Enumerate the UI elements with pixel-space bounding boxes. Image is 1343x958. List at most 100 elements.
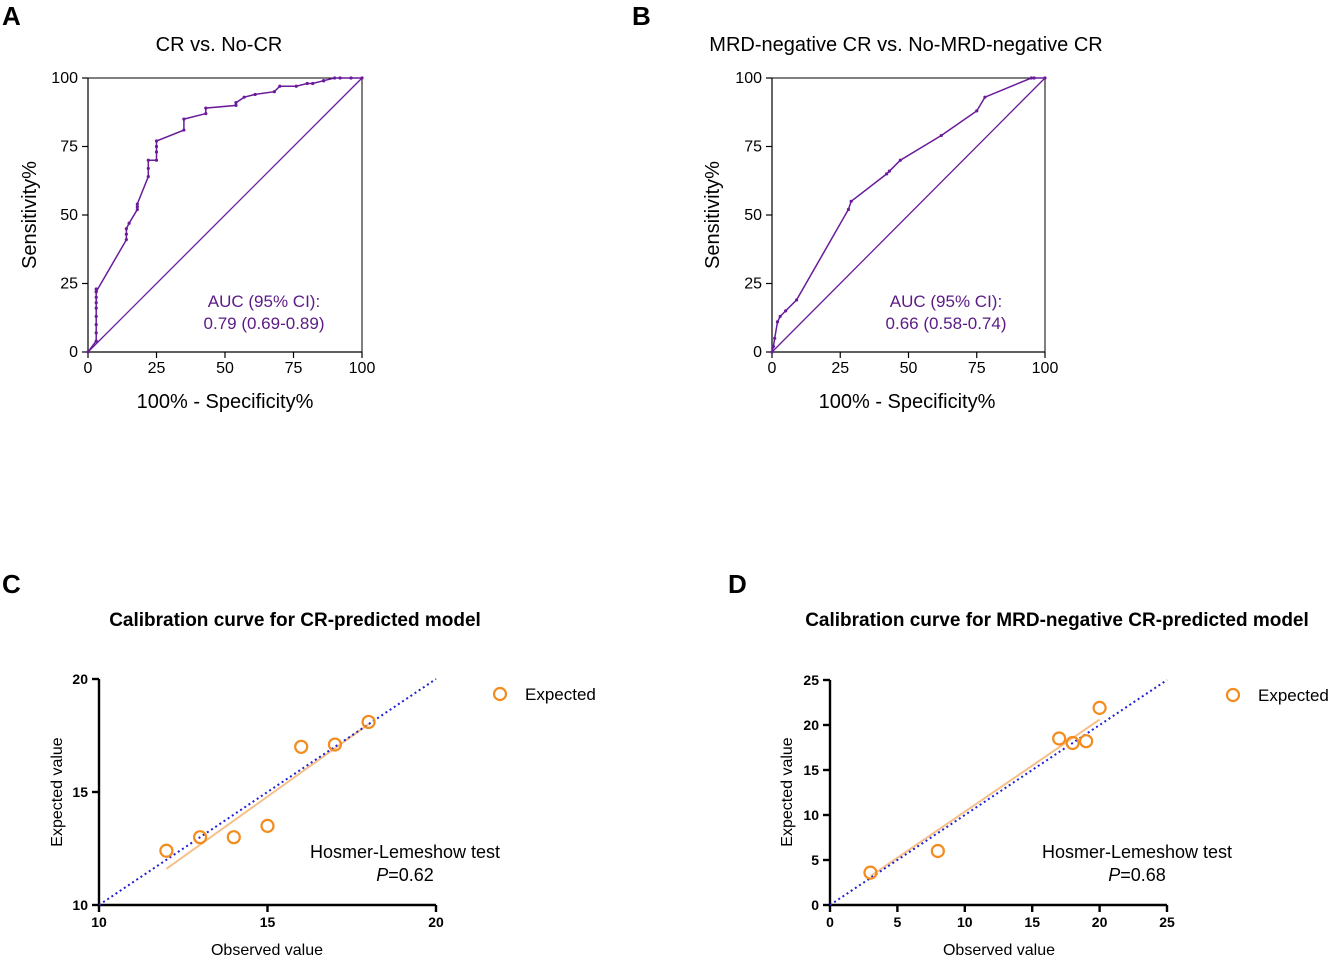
roc-point-b	[983, 95, 987, 99]
panel-a: A CR vs. No-CR 100% - Specificity% Sensi…	[2, 1, 375, 413]
roc-point-b	[773, 336, 777, 340]
x-tick-label-a: 0	[84, 360, 93, 377]
roc-point-a	[234, 101, 238, 105]
roc-point-a	[94, 287, 98, 291]
roc-point-a	[124, 232, 128, 236]
y-tick-label-a: 75	[60, 139, 78, 156]
y-tick-label-c: 15	[72, 784, 88, 800]
y-tick-label-b: 25	[744, 276, 762, 293]
roc-point-a	[278, 84, 282, 88]
roc-point-a	[94, 301, 98, 305]
test-name-c: Hosmer-Lemeshow test	[310, 842, 500, 862]
roc-point-b	[794, 298, 799, 302]
roc-point-a	[94, 339, 98, 343]
x-tick-label-c: 15	[260, 914, 276, 930]
x-tick-label-d: 10	[957, 914, 973, 930]
chart-title-a: CR vs. No-CR	[156, 34, 283, 56]
roc-point-a	[154, 150, 159, 154]
roc-point-a	[146, 158, 150, 162]
data-point-d	[1092, 700, 1107, 716]
roc-point-a	[124, 238, 128, 242]
y-tick-label-b: 75	[744, 139, 762, 156]
fit-line-d	[869, 718, 1101, 878]
x-tick-label-b: 25	[831, 360, 849, 377]
y-tick-label-d: 25	[803, 672, 819, 688]
roc-point-a	[333, 76, 337, 80]
roc-point-a	[272, 90, 276, 94]
chart-title-c: Calibration curve for CR-predicted model	[109, 610, 481, 631]
x-axis-label-a: 100% - Specificity%	[137, 391, 314, 413]
y-axis-label-b: Sensitivity%	[702, 161, 724, 269]
chart-title-d: Calibration curve for MRD-negative CR-pr…	[805, 610, 1309, 631]
data-point-c	[361, 714, 376, 730]
roc-point-a	[94, 306, 98, 310]
roc-point-a	[360, 76, 364, 80]
roc-point-a	[311, 81, 315, 86]
roc-point-a	[135, 207, 139, 212]
chart-title-b: MRD-negative CR vs. No-MRD-negative CR	[709, 34, 1102, 56]
roc-point-b	[1043, 76, 1047, 80]
auc-label-a: AUC (95% CI):	[208, 292, 320, 311]
y-axis-label-c: Expected value	[49, 737, 66, 847]
y-tick-label-a: 25	[60, 276, 78, 293]
p-number-d: =0.68	[1120, 865, 1166, 885]
data-point-c	[226, 830, 241, 845]
panel-letter-a: A	[2, 1, 21, 31]
legend-marker-d	[1225, 687, 1241, 703]
y-tick-label-c: 10	[72, 897, 88, 913]
roc-point-a	[349, 76, 353, 80]
roc-point-a	[127, 221, 131, 225]
roc-point-b	[887, 169, 891, 173]
x-tick-label-a: 50	[216, 360, 234, 377]
data-point-c	[327, 737, 342, 752]
roc-point-a	[94, 323, 98, 327]
y-tick-label-d: 5	[811, 852, 819, 868]
y-tick-label-a: 0	[69, 344, 78, 361]
x-axis-label-b: 100% - Specificity%	[819, 391, 996, 413]
y-tick-label-a: 100	[51, 70, 78, 87]
y-tick-label-d: 0	[811, 897, 819, 913]
roc-point-b	[1029, 76, 1033, 80]
panel-letter-c: C	[2, 569, 21, 599]
roc-point-a	[322, 79, 326, 83]
data-point-d	[1065, 735, 1080, 751]
roc-point-a	[135, 202, 139, 206]
roc-point-a	[94, 331, 98, 335]
y-tick-label-b: 50	[744, 207, 762, 224]
roc-point-a	[294, 84, 298, 88]
auc-label-b: AUC (95% CI):	[890, 292, 1002, 311]
plot-area-c: 10 15 20 10 15 20	[72, 671, 444, 930]
y-axis-label-d: Expected value	[779, 737, 796, 847]
x-tick-label-a: 75	[285, 360, 303, 377]
roc-point-b	[898, 158, 902, 162]
test-name-d: Hosmer-Lemeshow test	[1042, 842, 1232, 862]
roc-point-a	[94, 295, 98, 299]
data-point-c	[159, 843, 174, 858]
roc-point-a	[204, 106, 208, 110]
roc-point-b	[939, 133, 943, 138]
x-tick-label-a: 25	[148, 360, 166, 377]
roc-point-a	[135, 205, 139, 209]
data-point-d	[863, 865, 878, 880]
roc-point-a	[124, 227, 128, 231]
x-tick-label-d: 15	[1024, 914, 1040, 930]
roc-point-a	[182, 128, 186, 132]
panel-d: D Calibration curve for MRD-negative CR-…	[728, 569, 1329, 958]
y-tick-label-d: 15	[803, 762, 819, 778]
y-tick-label-b: 0	[753, 344, 762, 361]
roc-point-a	[234, 103, 238, 107]
panel-b: B MRD-negative CR vs. No-MRD-negative CR…	[632, 1, 1103, 413]
roc-point-b	[975, 109, 979, 113]
roc-point-a	[94, 290, 98, 294]
panel-letter-d: D	[728, 569, 747, 599]
roc-point-a	[204, 112, 208, 116]
roc-point-b	[784, 309, 788, 313]
roc-point-a	[154, 158, 159, 162]
y-tick-label-c: 20	[72, 671, 88, 687]
x-tick-label-a: 100	[349, 360, 376, 377]
x-tick-label-d: 0	[826, 914, 834, 930]
data-point-c	[294, 739, 309, 754]
roc-point-b	[1032, 76, 1036, 80]
p-number-c: =0.62	[388, 865, 434, 885]
